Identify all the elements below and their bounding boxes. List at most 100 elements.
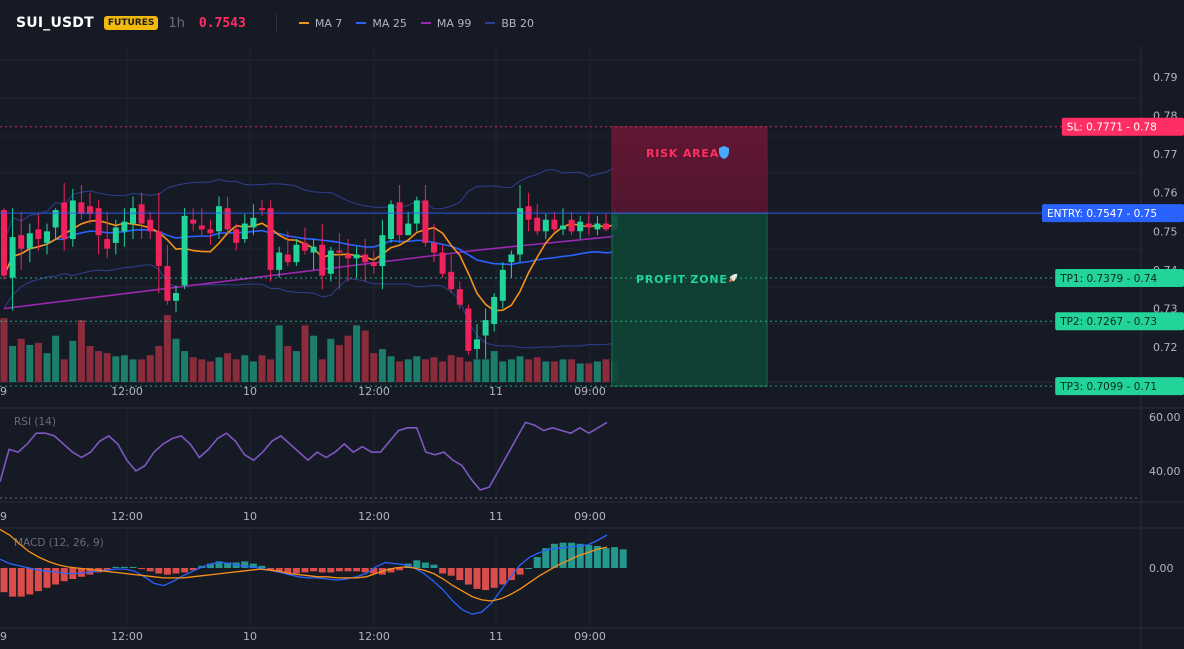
macd-hist-bar (568, 542, 576, 568)
last-price: 0.7543 (198, 15, 246, 31)
macd-hist-bar (447, 568, 455, 576)
rsi-title: RSI (14) (14, 416, 56, 428)
timeframe-label[interactable]: 1h (168, 15, 185, 31)
futures-badge: FUTURES (103, 16, 159, 30)
candle-body (1, 210, 7, 276)
volume-bar (198, 359, 206, 382)
candle-body (61, 202, 68, 240)
rocket-body (729, 273, 738, 282)
candle-body (353, 254, 360, 259)
bb-upper-line (3, 167, 615, 244)
macd-hist-bar (301, 568, 309, 573)
volume-bar (292, 351, 300, 382)
legend-ma25-label: MA 25 (372, 16, 407, 30)
volume-bar (490, 351, 498, 382)
volume-bar (34, 342, 42, 382)
candle-body (568, 219, 575, 232)
volume-bar (52, 335, 60, 382)
candle-body (551, 219, 558, 230)
macd-hist-bar (129, 566, 137, 568)
volume-bar (439, 361, 447, 382)
candle-body (594, 223, 601, 230)
legend-ma25[interactable]: MA 25 (356, 17, 407, 30)
risk-area-label: RISK AREA (646, 147, 719, 160)
macd-hist-bar (421, 562, 429, 568)
level-tag-label: TP3: 0.7099 - 0.71 (1059, 381, 1157, 393)
volume-bar (413, 356, 421, 382)
symbol-label[interactable]: SUI_USDT (16, 15, 94, 31)
time-axis-label: 10 (243, 510, 257, 523)
macd-hist-bar (525, 568, 533, 569)
volume-bar (267, 359, 275, 382)
candle-body (224, 208, 231, 230)
header-divider (275, 14, 277, 32)
volume-bar (507, 359, 515, 382)
candle-body (138, 204, 145, 224)
candle-body (130, 208, 136, 224)
candle-body (499, 269, 506, 301)
macd-hist-bar (473, 568, 481, 589)
candle-body (26, 233, 33, 249)
time-axis-label: 12:00 (358, 630, 390, 643)
volume-bar (378, 349, 386, 382)
macd-hist-bar (370, 568, 378, 574)
volume-bar (361, 330, 369, 382)
macd-hist-bar (353, 568, 361, 572)
macd-hist-bar (533, 557, 541, 568)
candle-body (241, 223, 248, 240)
legend-ma7[interactable]: MA 7 (298, 17, 342, 30)
macd-hist-bar (318, 568, 326, 573)
volume-bar (103, 353, 111, 382)
candle-body (517, 208, 523, 255)
volume-bar (353, 325, 361, 382)
candle-body (422, 200, 429, 243)
candle-body (379, 235, 386, 267)
macd-hist-bar (189, 568, 197, 571)
macd-hist-bar (26, 568, 34, 595)
candle-body (18, 235, 25, 249)
volume-bar (482, 359, 490, 382)
volume-bar (301, 325, 309, 382)
candle-body (69, 200, 76, 240)
macd-hist-bar (499, 568, 507, 585)
macd-hist-bar (550, 543, 558, 568)
volume-bar (421, 359, 429, 382)
macd-hist-bar (146, 568, 154, 572)
macd-hist-bar (516, 568, 524, 575)
macd-hist-bar (611, 547, 619, 568)
volume-bar (456, 357, 464, 382)
candle-body (388, 204, 394, 240)
time-axis-label: 11 (489, 510, 503, 523)
candle-body (413, 200, 420, 224)
candle-body (603, 223, 609, 230)
time-axis-label: 11 (489, 630, 503, 643)
volume-bar (26, 344, 34, 382)
candle-body (474, 339, 480, 350)
volume-bar (585, 363, 593, 382)
legend-bb20[interactable]: BB 20 (485, 17, 534, 30)
ma7-line (3, 219, 615, 312)
candle-body (250, 217, 257, 228)
macd-hist-bar (17, 568, 25, 597)
rsi-tick-label: 60.00 (1149, 411, 1181, 424)
candle-body (465, 308, 472, 351)
level-tag-tp2 (1055, 312, 1184, 331)
volume-bar (224, 353, 232, 382)
candle-body (216, 206, 222, 232)
volume-bar (516, 356, 524, 382)
candle-body (233, 229, 240, 243)
legend-ma99[interactable]: MA 99 (420, 17, 471, 30)
macd-hist-bar (464, 568, 472, 585)
volume-bar (447, 355, 455, 382)
macd-hist-bar (327, 568, 335, 573)
candle-body (9, 237, 16, 278)
macd-hist-bar (430, 564, 438, 568)
volume-bar (568, 359, 576, 382)
candle-body (164, 266, 171, 301)
time-axis-label: 11 (489, 385, 503, 398)
volume-bar (310, 335, 318, 382)
candle-body (181, 215, 188, 286)
time-axis-label: 10 (243, 630, 257, 643)
macd-hist-bar (206, 563, 214, 568)
